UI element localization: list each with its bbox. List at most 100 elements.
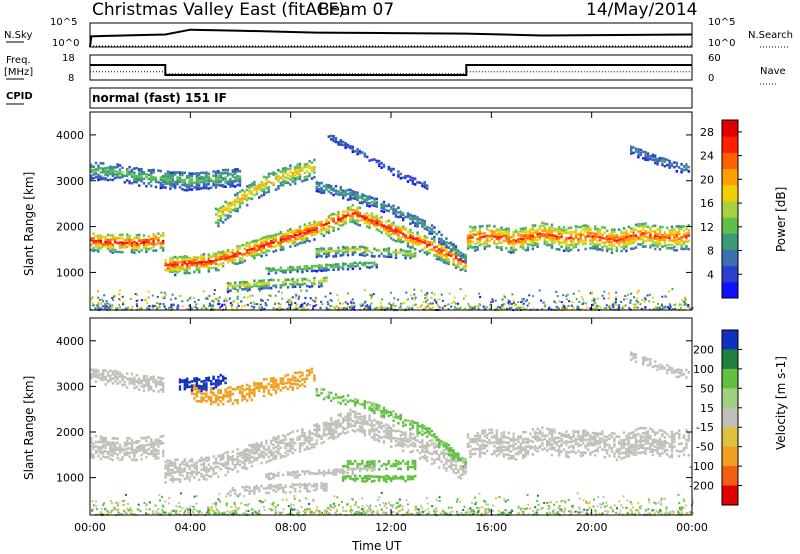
cell	[313, 158, 316, 162]
cell	[500, 226, 503, 229]
cell	[214, 457, 218, 460]
cell	[471, 452, 474, 456]
speckle	[397, 298, 400, 301]
cell	[409, 231, 412, 234]
cell	[106, 172, 110, 175]
cell	[310, 223, 314, 227]
cell	[234, 262, 237, 265]
cell	[265, 453, 268, 456]
cell	[550, 445, 554, 448]
cell	[505, 441, 508, 444]
cell	[478, 439, 482, 442]
cell	[670, 164, 674, 168]
cell	[646, 154, 650, 158]
cell	[111, 238, 114, 241]
cell	[538, 235, 542, 239]
speckle	[427, 306, 430, 308]
cell	[351, 203, 354, 207]
cell	[476, 432, 479, 435]
cell	[469, 234, 472, 237]
speckle	[398, 307, 401, 310]
cell	[594, 454, 597, 457]
speckle	[572, 292, 575, 295]
cell	[349, 145, 352, 148]
cell	[147, 435, 150, 439]
cell	[310, 438, 314, 442]
cell	[428, 232, 431, 235]
cell	[550, 226, 554, 230]
speckle	[626, 297, 628, 300]
cell	[298, 283, 302, 286]
cell	[642, 232, 645, 235]
cell	[318, 252, 321, 255]
cell	[186, 266, 189, 270]
cell	[322, 424, 326, 427]
speckle	[189, 296, 192, 299]
cell	[97, 166, 100, 169]
cell	[111, 458, 114, 462]
cell	[426, 253, 429, 256]
cell	[246, 448, 249, 451]
cell	[123, 181, 126, 184]
cell	[344, 191, 347, 195]
cell	[349, 220, 352, 223]
cell	[406, 440, 410, 443]
cell	[375, 201, 378, 204]
cell	[517, 435, 520, 438]
cell	[145, 451, 148, 455]
speckle	[104, 303, 107, 306]
cell	[200, 261, 203, 264]
cell	[236, 455, 239, 459]
cell	[174, 173, 177, 176]
speckle	[386, 307, 389, 310]
cell	[310, 228, 314, 231]
cell	[490, 453, 494, 456]
cell	[224, 256, 227, 259]
speckle	[636, 306, 639, 309]
cell	[123, 451, 126, 455]
cell	[296, 280, 299, 283]
cell	[298, 450, 302, 453]
cell	[289, 447, 292, 451]
cell	[90, 248, 93, 252]
cell	[411, 216, 414, 220]
cell	[541, 442, 544, 445]
cell	[337, 219, 340, 223]
cell	[279, 181, 282, 185]
cell	[579, 231, 582, 234]
cell	[344, 248, 347, 252]
cell	[174, 478, 177, 481]
cell	[310, 177, 314, 180]
speckle	[100, 302, 103, 305]
cell	[274, 238, 278, 241]
cell	[553, 448, 556, 451]
cell	[646, 152, 650, 155]
speckle	[407, 306, 410, 309]
cell	[423, 183, 426, 186]
cell	[538, 232, 542, 236]
speckle	[313, 305, 316, 307]
cell	[169, 478, 172, 481]
cell	[392, 429, 395, 432]
cell	[606, 435, 609, 439]
cell	[392, 424, 395, 427]
cell	[514, 241, 518, 245]
cell	[642, 224, 645, 228]
cell	[330, 436, 333, 439]
cell	[639, 451, 642, 455]
cell	[106, 456, 110, 459]
cell	[334, 136, 338, 140]
speckle	[200, 307, 203, 310]
cell	[330, 431, 333, 435]
cell	[366, 155, 369, 159]
cell	[358, 425, 362, 428]
cell	[462, 461, 465, 464]
cell	[663, 160, 666, 163]
cell	[130, 444, 134, 447]
speckle	[109, 305, 112, 308]
cell	[519, 240, 522, 244]
speckle	[140, 307, 143, 310]
cell	[325, 220, 328, 223]
speckle	[151, 294, 154, 297]
cell	[430, 462, 434, 466]
